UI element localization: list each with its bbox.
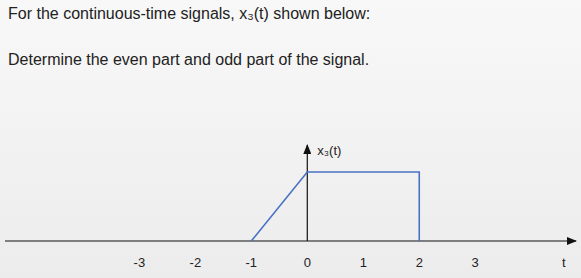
y-axis-label: x₃(t) [317, 143, 341, 158]
chart: For the continuous-time signals, x₃(t) s… [0, 0, 581, 278]
plot-area [251, 172, 419, 241]
signal-line [251, 172, 419, 241]
y-axis [307, 145, 308, 241]
x-tick-label: -1 [246, 255, 258, 270]
x-axis-label: t [562, 255, 566, 270]
x-tick-label: 0 [304, 255, 311, 270]
x-tick-label: 3 [472, 255, 479, 270]
x-tick-label: -3 [134, 255, 146, 270]
x-tick-label: 1 [360, 255, 367, 270]
subtitle: Determine the even part and odd part of … [8, 51, 369, 68]
x-tick-label: -2 [190, 255, 202, 270]
x-tick-label: 2 [416, 255, 423, 270]
x-axis [5, 240, 576, 241]
title: For the continuous-time signals, x₃(t) s… [8, 5, 370, 22]
